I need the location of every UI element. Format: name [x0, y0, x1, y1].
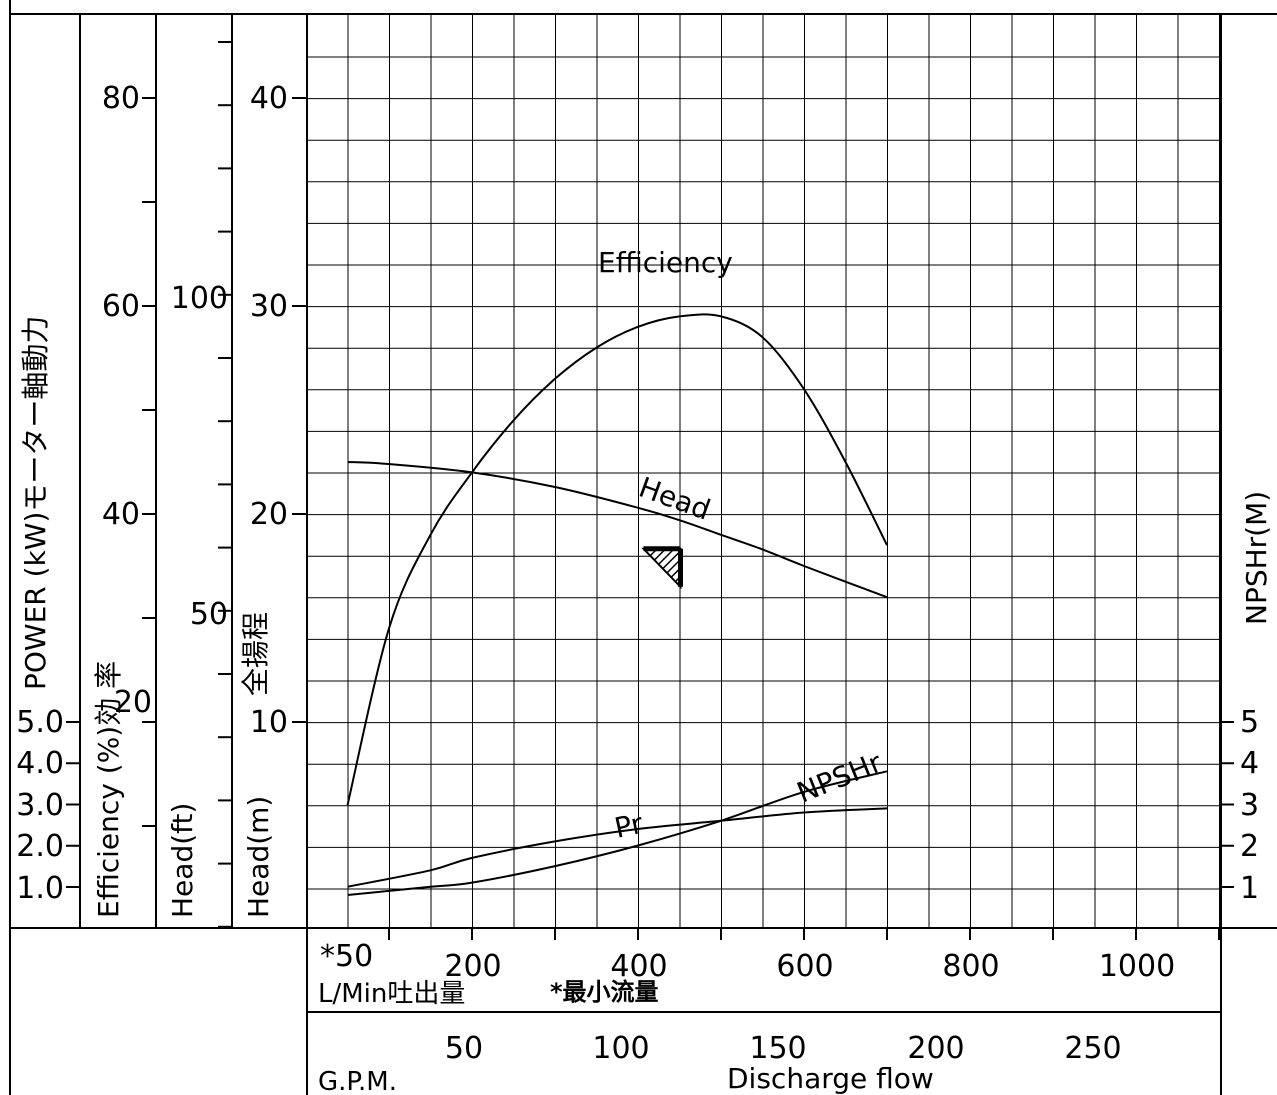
plot-grid: [307, 14, 1221, 928]
efficiency-axis-labels: 20: [114, 685, 152, 720]
power-curve: [347, 807, 888, 888]
head-m-tick-label: 20: [250, 497, 288, 532]
head-ft-tick-label: 100: [171, 281, 228, 316]
npshr-tick-label: 2: [1240, 829, 1259, 864]
lmin-tick-label: *50: [320, 939, 373, 974]
gpm-tick-label: 250: [1064, 1031, 1121, 1066]
rated-point-hatch: [641, 547, 682, 590]
head-jp-axis-title: 全揚程: [239, 612, 272, 696]
head-ft-tick-label: 50: [190, 597, 228, 632]
gpm-tick-label: 150: [749, 1031, 806, 1066]
power-tick-label: 40: [102, 497, 140, 532]
gpm-tick-label: 50: [445, 1031, 483, 1066]
chart-frame: [9, 0, 1277, 1095]
npshr-curve: [347, 770, 888, 896]
power-tick-label: 4.0: [16, 746, 64, 781]
power-tick-label: 60: [102, 289, 140, 324]
efficiency-axis-title: Efficiency (%)効 率: [92, 661, 125, 918]
head-ft-axis-labels: 100 50: [171, 281, 228, 632]
min-flow-note: *最小流量: [550, 978, 659, 1006]
npshr-tick-label: 5: [1240, 705, 1259, 740]
power-axis-lower-labels: 5.0 4.0 3.0 2.0 1.0: [16, 705, 64, 906]
lmin-tick-label: 600: [776, 949, 833, 984]
lmin-tick-label: 800: [942, 949, 999, 984]
head-m-tick-label: 30: [250, 289, 288, 324]
lmin-tick-label: 200: [444, 949, 501, 984]
npshr-curve-label: NPSHr: [792, 746, 887, 810]
head-m-tick-label: 40: [250, 81, 288, 116]
power-tick-label: 5.0: [16, 705, 64, 740]
efficiency-tick-label: 20: [114, 685, 152, 720]
head-m-axis-title: Head(m): [242, 796, 275, 918]
head-m-tick-label: 10: [250, 705, 288, 740]
power-tick-label: 3.0: [16, 788, 64, 823]
npshr-tick-label: 3: [1240, 788, 1259, 823]
gpm-axis-title: G.P.M.: [318, 1067, 397, 1095]
gpm-tick-label: 200: [907, 1031, 964, 1066]
power-curve-label: Pr: [612, 807, 647, 845]
power-axis-upper-labels: 80 60 40: [102, 81, 140, 532]
head-ft-axis-title: Head(ft): [166, 803, 199, 918]
gpm-tick-label: 100: [592, 1031, 649, 1066]
npshr-tick-label: 4: [1240, 746, 1259, 781]
npshr-axis-labels: 5 4 3 2 1: [1240, 705, 1259, 906]
power-tick-label: 1.0: [16, 871, 64, 906]
lmin-tick-label: 400: [610, 949, 667, 984]
discharge-flow-title: Discharge flow: [727, 1062, 934, 1095]
power-tick-label: 80: [102, 81, 140, 116]
power-tick-label: 2.0: [16, 829, 64, 864]
lmin-tick-label: 1000: [1099, 949, 1175, 984]
lmin-axis-title: L/Min吐出量: [318, 979, 465, 1009]
efficiency-curve: [346, 313, 888, 806]
curves: [346, 313, 888, 896]
head-m-axis-labels: 40 30 20 10: [250, 81, 288, 740]
npshr-axis-title: NPSHr(M): [1240, 491, 1273, 625]
lmin-axis: *50 200 400 600 800 1000 L/Min吐出量 *最小流量: [318, 939, 1175, 1009]
axis-tick-marks: [66, 41, 1234, 940]
efficiency-curve-label: Efficiency: [598, 246, 733, 279]
gpm-axis: 50 100 150 200 250 G.P.M. Discharge flow: [318, 1031, 1122, 1095]
head-curve: [347, 461, 888, 599]
npshr-tick-label: 1: [1240, 871, 1259, 906]
rated-point-marker: [641, 546, 683, 590]
power-axis-title: POWER (kW)モーター軸動力: [19, 316, 52, 690]
